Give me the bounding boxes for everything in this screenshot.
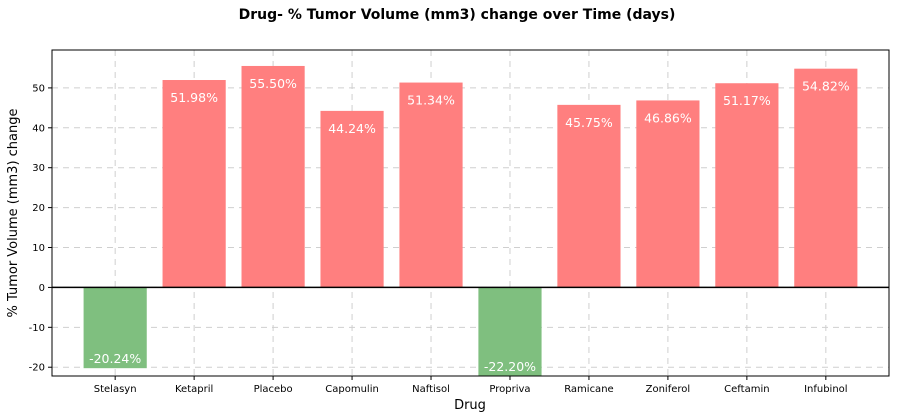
y-tick-label: 50 <box>32 83 45 94</box>
y-tick-label: 0 <box>39 283 45 294</box>
bar-infubinol <box>794 68 858 288</box>
x-tick-label: Ketapril <box>175 384 213 395</box>
data-label: 46.86% <box>644 110 692 125</box>
data-label: 51.98% <box>170 90 218 105</box>
y-axis-ticks: -20 -10 0 10 20 30 40 50 <box>29 83 52 374</box>
data-label: -22.20% <box>484 359 536 374</box>
x-tick-label: Stelasyn <box>94 384 137 395</box>
bar-propriva <box>478 287 542 376</box>
data-label: 54.82% <box>802 79 850 94</box>
y-tick-label: -10 <box>29 323 45 334</box>
x-tick-label: Infubinol <box>804 384 848 395</box>
y-tick-label: 20 <box>32 203 45 214</box>
x-tick-label: Naftisol <box>412 384 450 395</box>
chart-title: Drug- % Tumor Volume (mm3) change over T… <box>239 7 676 23</box>
x-tick-label: Zoniferol <box>646 384 691 395</box>
bar-ramicane <box>557 104 621 288</box>
x-axis-ticks: Stelasyn Ketapril Placebo Capomulin Naftisol… <box>94 376 848 395</box>
y-tick-label: 10 <box>32 243 45 254</box>
data-label: 55.50% <box>249 76 297 91</box>
x-tick-label: Capomulin <box>325 384 379 395</box>
data-label: 51.17% <box>723 93 771 108</box>
bar-stelasyn <box>83 287 147 369</box>
x-axis-label: Drug <box>454 398 486 413</box>
data-label: 44.24% <box>328 121 376 136</box>
y-tick-label: 30 <box>32 163 45 174</box>
x-tick-label: Ramicane <box>564 384 614 395</box>
bar-naftisol <box>399 82 463 288</box>
data-label: 45.75% <box>565 115 613 130</box>
x-tick-label: Ceftamin <box>724 384 769 395</box>
bar-capomulin <box>320 110 384 288</box>
bar-placebo <box>241 65 305 288</box>
plot-frame <box>51 49 890 377</box>
data-label: -20.24% <box>89 351 141 366</box>
data-labels: -20.24% 51.98% 55.50% 44.24% 51.34% -22.20% 45… <box>89 76 850 374</box>
y-tick-label: 40 <box>32 123 45 134</box>
bar-zoniferol <box>636 100 700 288</box>
x-tick-label: Placebo <box>254 384 293 395</box>
data-label: 51.34% <box>407 93 455 108</box>
y-tick-label: -20 <box>29 363 45 374</box>
bar-ketapril <box>162 80 226 288</box>
x-tick-label: Propriva <box>489 384 530 395</box>
bar-ceftamin <box>715 83 779 288</box>
y-axis-label: % Tumor Volume (mm3) change <box>6 109 21 318</box>
bars <box>83 65 858 376</box>
